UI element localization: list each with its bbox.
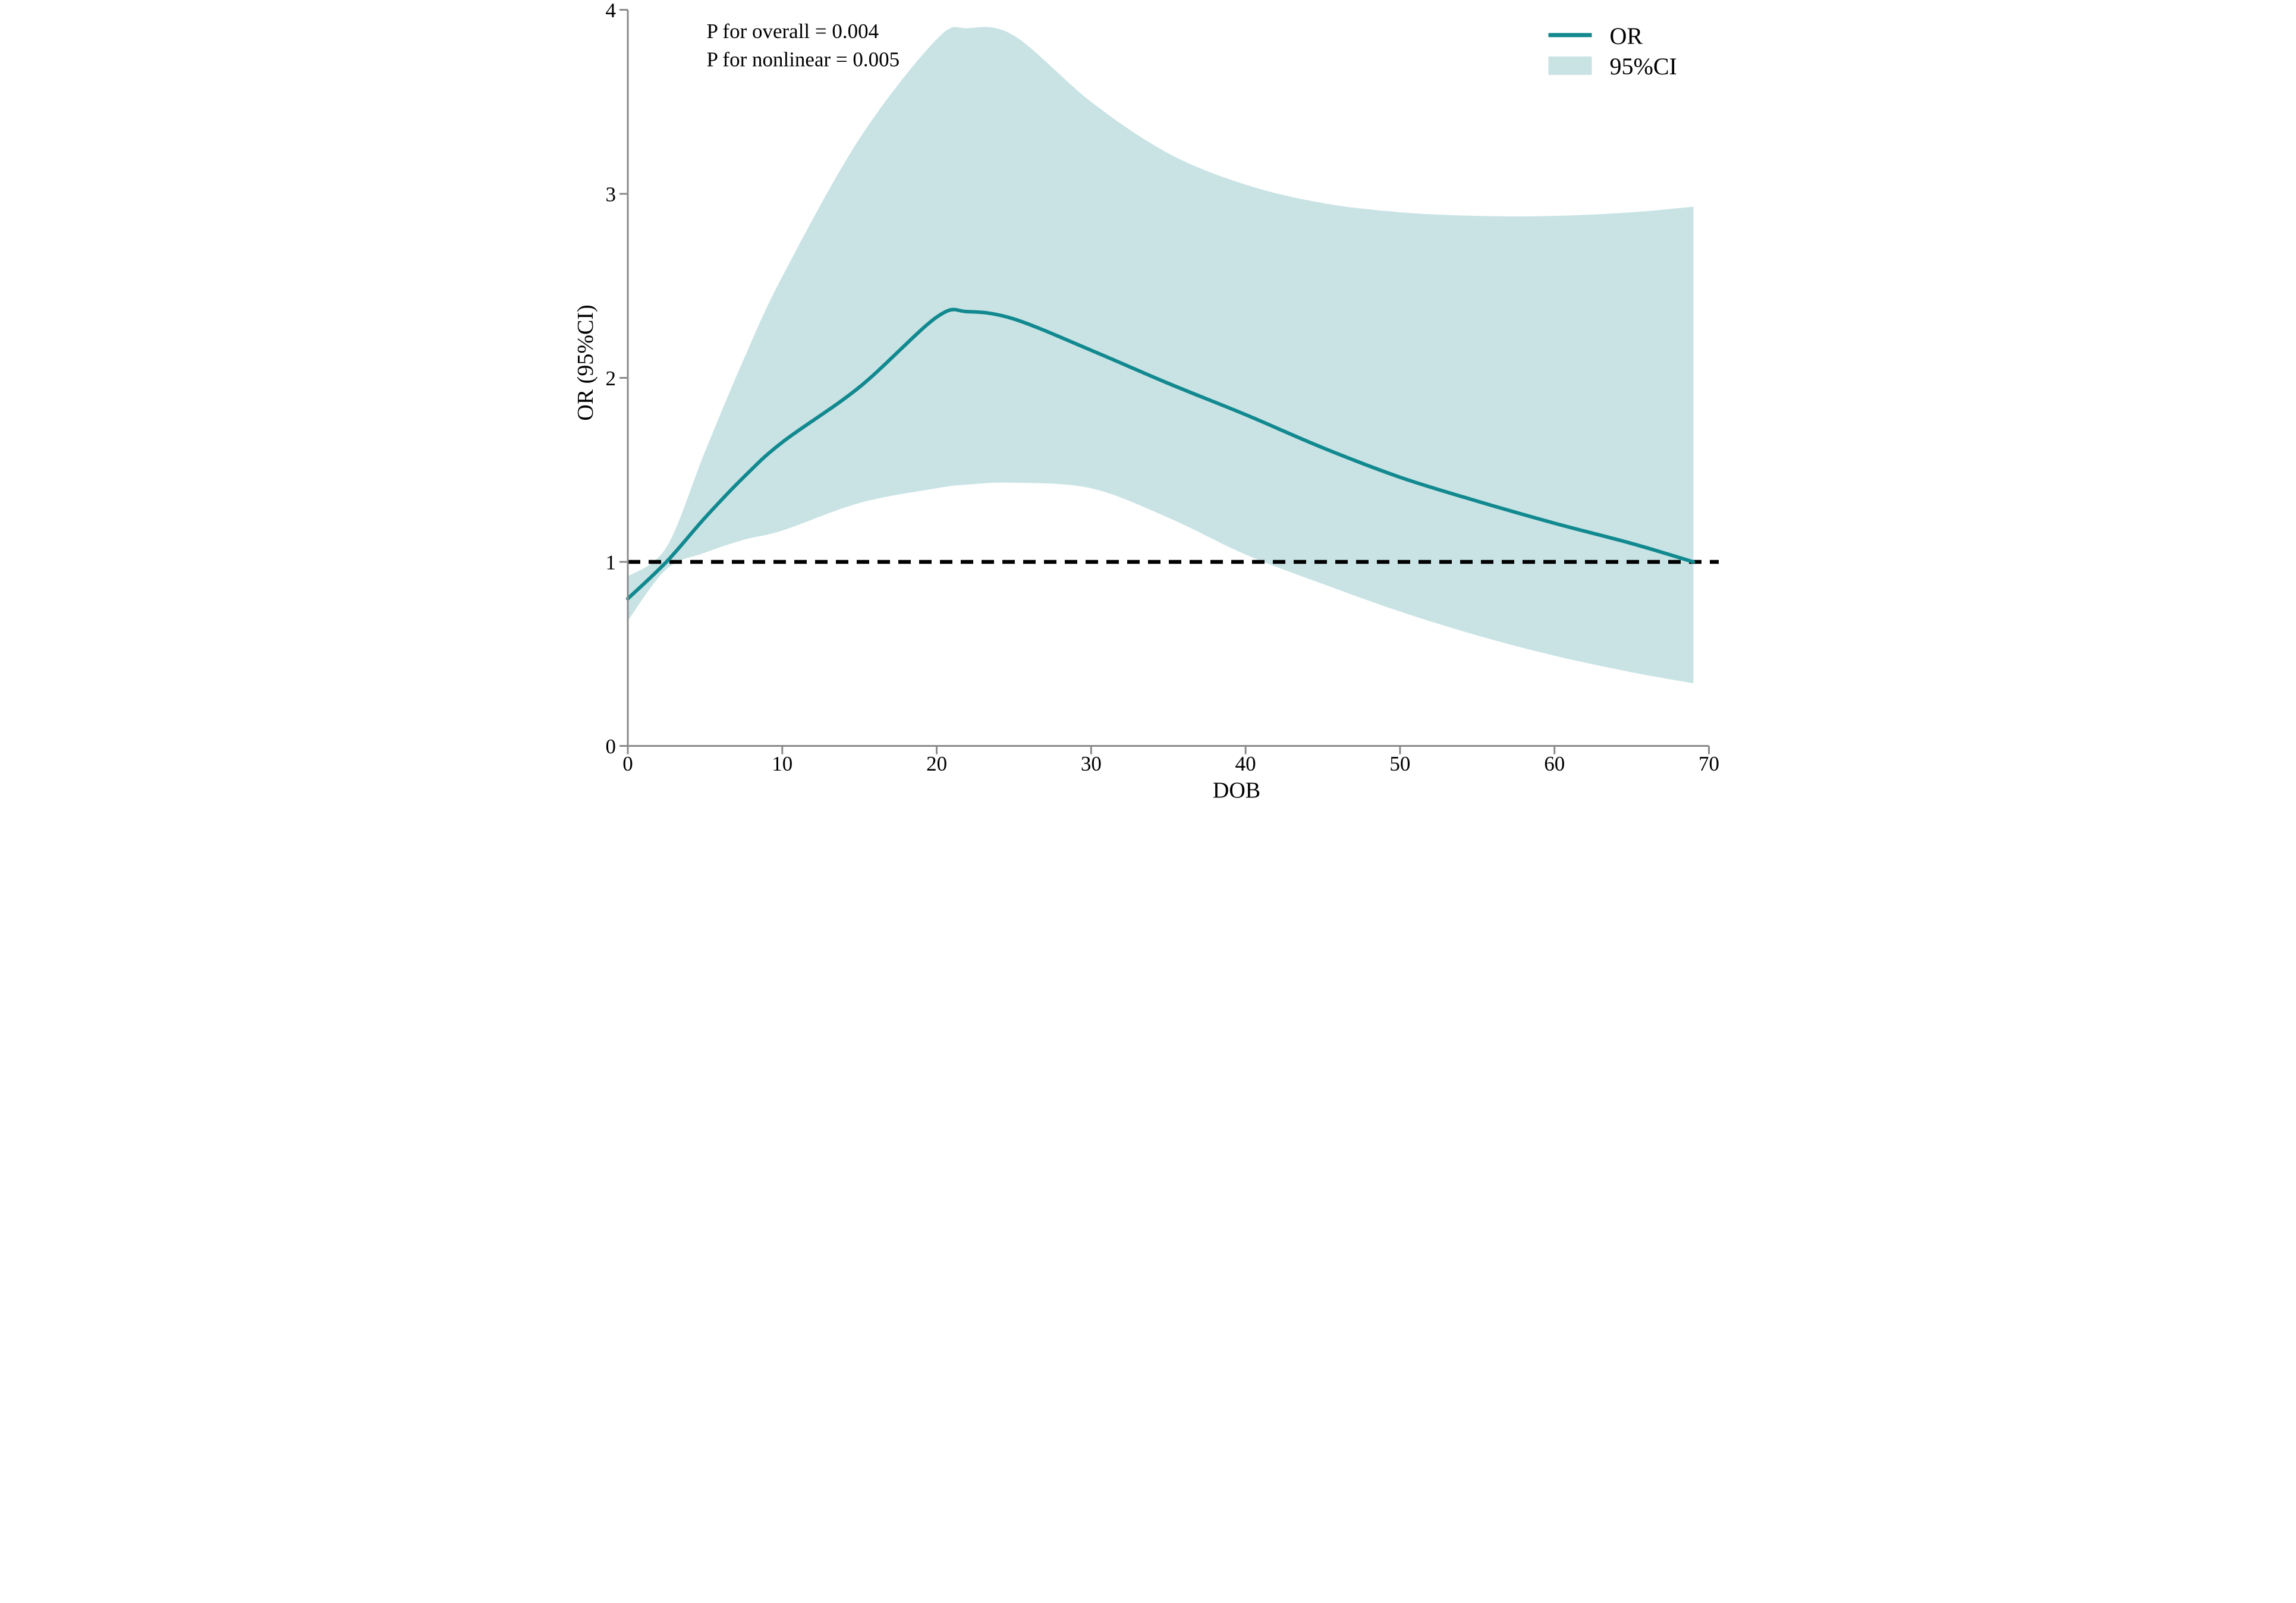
x-tick-label: 0 <box>622 752 633 775</box>
y-axis-tick-labels: 0 1 2 3 4 <box>605 0 616 758</box>
y-tick-label: 2 <box>605 367 616 390</box>
y-tick-label: 0 <box>605 735 616 758</box>
x-tick-label: 60 <box>1544 752 1565 775</box>
x-axis-label: DOB <box>1212 778 1260 802</box>
x-tick-label: 70 <box>1699 752 1719 775</box>
x-tick-label: 50 <box>1389 752 1410 775</box>
p-nonlinear-annotation: P for nonlinear = 0.005 <box>706 48 899 71</box>
legend: OR 95%CI <box>1548 23 1677 80</box>
x-tick-label: 40 <box>1235 752 1256 775</box>
figure: 0 10 20 30 40 50 60 70 0 1 2 3 4 DOB OR (95%CI) P f… <box>574 0 1722 802</box>
y-axis-ticks <box>619 9 628 747</box>
x-axis-tick-labels: 0 10 20 30 40 50 60 70 <box>622 752 1719 775</box>
x-axis-ticks <box>627 746 1710 755</box>
legend-ci-band-swatch <box>1548 56 1592 75</box>
rcs-plot: 0 10 20 30 40 50 60 70 0 1 2 3 4 DOB OR (95%CI) P f… <box>574 0 1722 802</box>
x-tick-label: 10 <box>772 752 792 775</box>
y-tick-label: 1 <box>605 551 616 574</box>
ci-band <box>627 27 1693 684</box>
or-curve <box>625 307 1695 601</box>
x-tick-label: 20 <box>926 752 947 775</box>
x-tick-label: 30 <box>1080 752 1101 775</box>
p-overall-annotation: P for overall = 0.004 <box>706 20 879 43</box>
legend-or-label: OR <box>1609 23 1643 49</box>
y-tick-label: 4 <box>605 0 616 22</box>
legend-ci-label: 95%CI <box>1609 53 1677 80</box>
y-axis-label: OR (95%CI) <box>574 304 598 420</box>
y-tick-label: 3 <box>605 183 616 206</box>
